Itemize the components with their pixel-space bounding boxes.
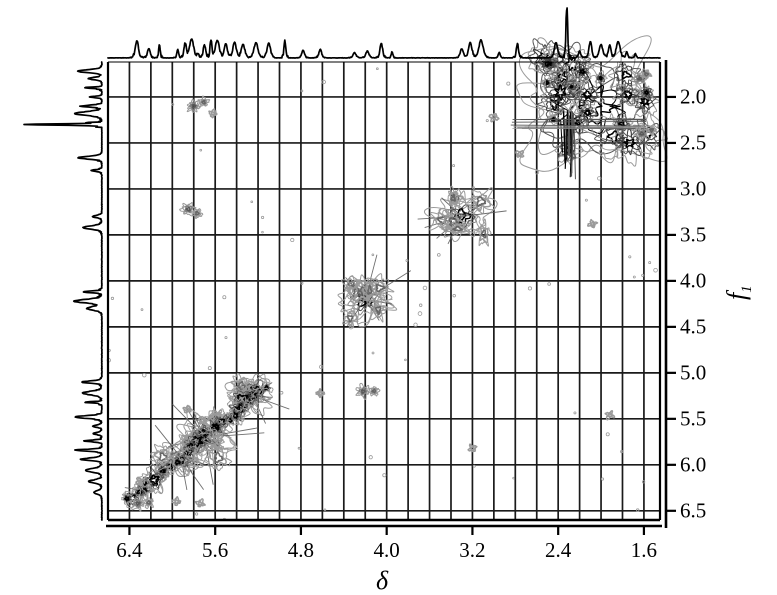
y-tick-label: 5.5 [680, 408, 706, 429]
y-tick-label: 2.0 [680, 86, 706, 107]
left-projection-trace [24, 62, 102, 520]
y-axis-title-base: f [722, 293, 751, 300]
contour-cluster [516, 151, 524, 158]
x-axis-title: δ [376, 568, 388, 594]
axis-ticks [129, 97, 676, 535]
contour-cluster [183, 406, 191, 413]
y-tick-label: 4.5 [680, 316, 706, 337]
y-tick-label: 4.0 [680, 270, 706, 291]
y-tick-label: 2.5 [680, 132, 706, 153]
y-axis-title: f1 [724, 285, 755, 300]
y-tick-label: 6.0 [680, 454, 706, 475]
y-axis-title-subscript: 1 [739, 285, 755, 293]
x-tick-label: 6.4 [116, 540, 142, 561]
contour-cluster [369, 387, 380, 396]
contour-diagonal-ridge [122, 374, 273, 508]
x-tick-label: 4.8 [288, 540, 314, 561]
x-tick-label: 2.4 [545, 540, 571, 561]
x-tick-label: 1.6 [631, 540, 657, 561]
y-tick-label: 3.5 [680, 224, 706, 245]
contour-cluster [195, 499, 205, 507]
contour-cluster [468, 444, 477, 451]
contour-cluster [588, 220, 598, 228]
x-tick-label: 5.6 [202, 540, 228, 561]
x-tick-label: 4.0 [374, 540, 400, 561]
contour-cluster [187, 99, 200, 112]
contour-cluster [489, 114, 499, 122]
x-tick-label: 3.2 [459, 540, 485, 561]
y-tick-label: 3.0 [680, 178, 706, 199]
top-projection-trace [108, 8, 660, 58]
y-tick-label: 5.0 [680, 362, 706, 383]
contour-cluster [316, 389, 325, 398]
y-tick-label: 6.5 [680, 500, 706, 521]
contour-cluster [356, 383, 370, 399]
